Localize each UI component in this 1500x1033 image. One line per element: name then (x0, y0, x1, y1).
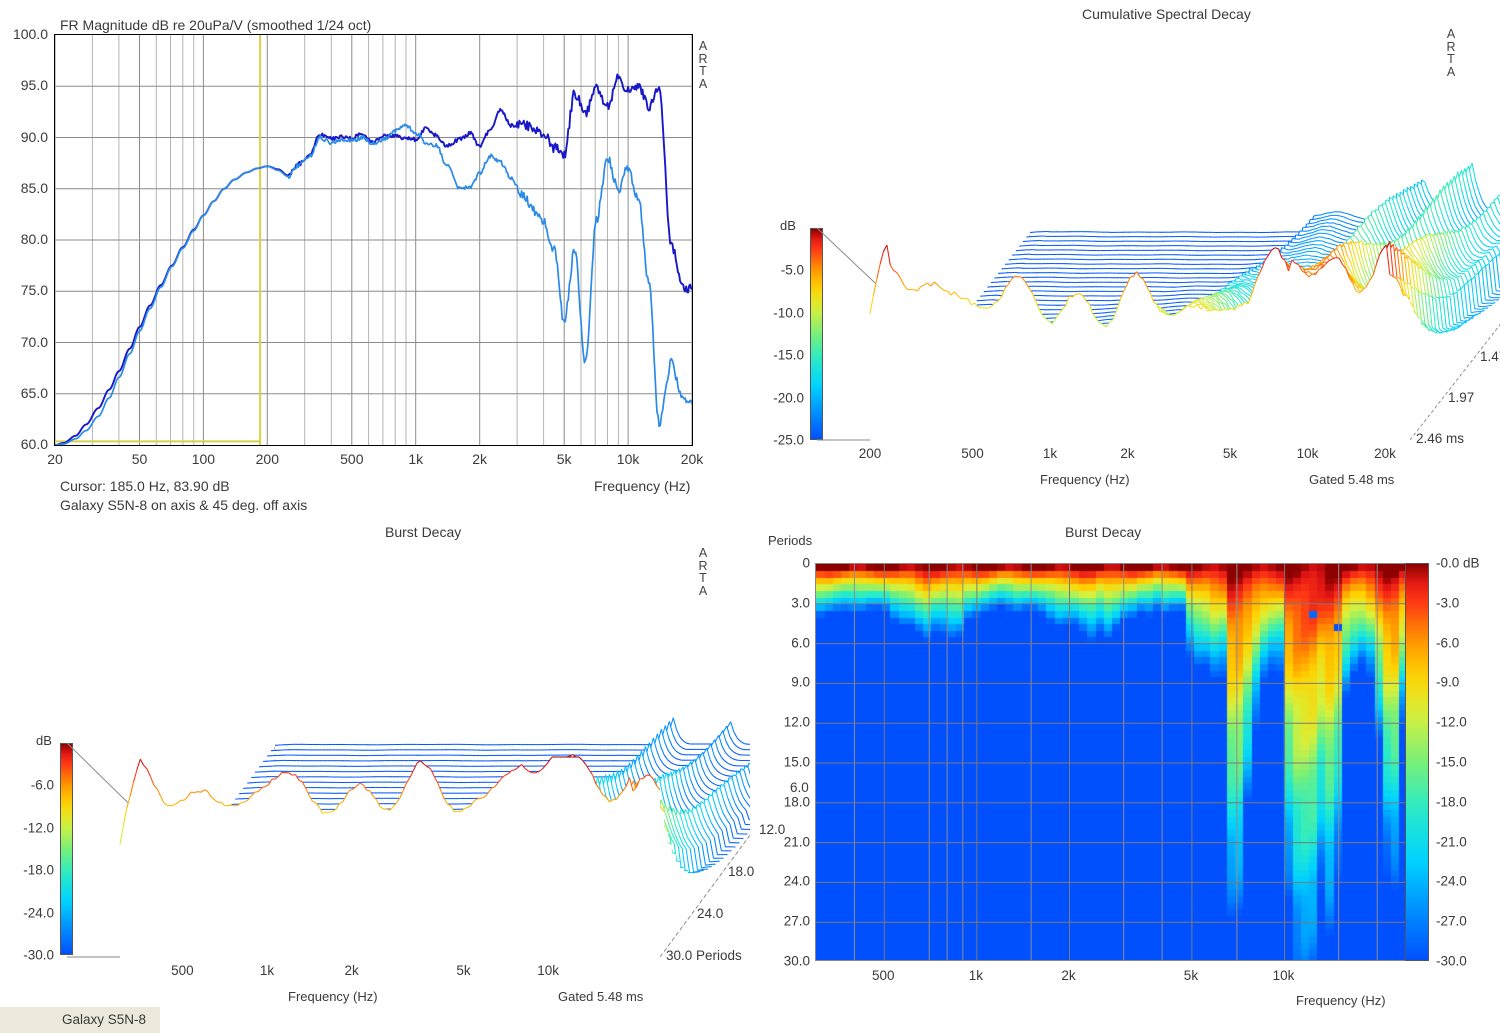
bd3d-xlabel: Frequency (Hz) (288, 989, 378, 1004)
fr-magnitude-panel: FR Magnitude dB re 20uPa/V (smoothed 1/2… (12, 17, 709, 513)
csd-title: Cumulative Spectral Decay (1082, 6, 1251, 22)
arta-watermark: A R T A (697, 547, 709, 597)
csd-waterfall[interactable] (750, 0, 1500, 520)
arta-letter-a2: A (1446, 64, 1456, 79)
arta-letter-r: R (698, 51, 708, 66)
bd3d-colorbar-title: dB (36, 733, 52, 748)
status-bar: Galaxy S5N-8 (0, 1007, 160, 1033)
csd-xlabel: Frequency (Hz) (1040, 472, 1130, 487)
fr-xlabel: Frequency (Hz) (594, 478, 691, 494)
arta-letter-t: T (699, 571, 707, 585)
arta-letter-a2: A (698, 583, 708, 598)
burst-decay-contour-panel: Periods Burst Decay 0 3.0 6.0 9.0 12.0 15.0 18… (768, 524, 1480, 1008)
bdct-plot-area[interactable] (815, 563, 1406, 961)
arta-letter-a: A (698, 546, 708, 560)
arta-watermark: A R T A (697, 40, 709, 90)
bdct-gridlines-svg (816, 564, 1405, 960)
status-text: Galaxy S5N-8 (62, 1012, 147, 1027)
arta-letter-a: A (698, 39, 708, 53)
csd-colorbar (810, 228, 823, 440)
bd3d-colorbar (60, 743, 73, 955)
fr-curves (55, 73, 692, 445)
bd3d-title: Burst Decay (385, 524, 462, 540)
fr-cursor-lines (55, 35, 262, 445)
csd-colorbar-title: dB (780, 218, 796, 233)
bdct-heatmap (816, 564, 1405, 960)
csd-gate-label: Gated 5.48 ms (1309, 472, 1395, 487)
arta-letter-t: T (1447, 52, 1455, 66)
bd3d-waterfall[interactable] (0, 515, 750, 1033)
fr-plot-area[interactable] (54, 34, 693, 446)
fr-svg (55, 35, 692, 445)
fr-caption: Galaxy S5N-8 on axis & 45 deg. off axis (60, 497, 308, 513)
arta-letter-a: A (1446, 27, 1456, 41)
arta-letter-t: T (699, 64, 707, 78)
fr-cursor-readout: Cursor: 185.0 Hz, 83.90 dB (60, 478, 230, 494)
fr-gridlines (55, 35, 692, 445)
bdct-colorbar (1405, 563, 1429, 961)
bdct-title: Burst Decay (1065, 524, 1142, 540)
arta-letter-r: R (698, 558, 708, 573)
fr-title: FR Magnitude dB re 20uPa/V (smoothed 1/2… (60, 17, 372, 33)
bdct-xlabel: Frequency (Hz) (1296, 993, 1386, 1008)
burst-decay-3d-panel: Burst Decay dB -6.0 -12.0 -18.0 -24.0 -30.0 … (0, 515, 840, 1033)
arta-letter-r: R (1446, 39, 1456, 54)
bd3d-gate-label: Gated 5.48 ms (558, 989, 644, 1004)
bdct-ylabel: Periods (768, 533, 813, 548)
cumulative-spectral-decay-panel: Cumulative Spectral Decay dB -5.0 -10.0 -1… (750, 0, 1500, 520)
arta-letter-a2: A (698, 76, 708, 91)
arta-watermark: A R T A (1445, 28, 1457, 78)
